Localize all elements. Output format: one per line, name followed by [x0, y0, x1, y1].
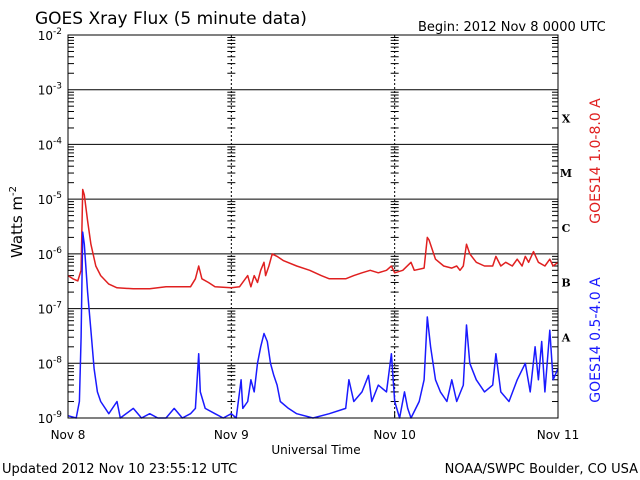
flare-class-labels: X M C B A: [560, 112, 572, 344]
y-tick-exponent: -5: [53, 191, 62, 201]
updated-timestamp: Updated 2012 Nov 10 23:55:12 UTC: [2, 462, 237, 477]
y-tick-label: 10-4: [38, 136, 63, 152]
x-axis-label: Universal Time: [271, 443, 360, 457]
y-tick-label: 10-9: [38, 410, 63, 426]
y-tick-exponent: -3: [53, 82, 62, 92]
legend-series-short: GOES14 0.5-4.0 A: [588, 277, 604, 403]
series-layer: [67, 188, 559, 419]
y-tick-base: 10: [38, 248, 53, 262]
y-tick-base: 10: [38, 84, 53, 98]
y-tick-label: 10-6: [38, 246, 63, 262]
flare-class-label: A: [561, 331, 571, 344]
y-tick-exponent: -7: [53, 301, 62, 311]
flare-class-label: C: [562, 222, 571, 235]
y-tick-base: 10: [38, 138, 53, 152]
y-tick-labels: 10-910-810-710-610-510-410-310-2: [38, 27, 63, 426]
credit-label: NOAA/SWPC Boulder, CO USA: [445, 462, 638, 477]
x-tick-label: Nov 8: [51, 428, 86, 442]
x-tick-label: Nov 9: [214, 428, 249, 442]
x-tick-labels: Nov 8 Nov 9 Nov 10 Nov 11: [51, 428, 580, 442]
y-tick-base: 10: [38, 303, 53, 317]
y-tick-base: 10: [38, 193, 53, 207]
y-tick-exponent: -2: [53, 27, 62, 37]
y-tick-exponent: -4: [53, 136, 62, 146]
y-tick-exponent: -6: [53, 246, 62, 256]
y-tick-base: 10: [38, 357, 53, 371]
y-tick-base: 10: [38, 29, 53, 43]
x-tick-label: Nov 11: [537, 428, 580, 442]
flare-class-label: X: [562, 112, 571, 125]
legend-series-long: GOES14 1.0-8.0 A: [588, 98, 604, 224]
begin-label: Begin: 2012 Nov 8 0000 UTC: [418, 20, 606, 35]
chart-title: GOES Xray Flux (5 minute data): [35, 9, 307, 29]
flare-class-label: M: [560, 167, 572, 180]
y-tick-label: 10-3: [38, 82, 62, 98]
y-axis-label-text: Watts m: [8, 196, 26, 258]
plot-frame: [67, 34, 559, 419]
series-line-short-wavelength: [67, 231, 559, 419]
y-tick-base: 10: [38, 412, 53, 426]
y-tick-exponent: -8: [53, 355, 62, 365]
y-tick-label: 10-5: [38, 191, 62, 207]
series-line-long-wavelength: [67, 188, 559, 290]
y-tick-label: 10-8: [38, 355, 63, 371]
y-tick-label: 10-7: [38, 301, 62, 317]
y-axis-label: Watts m-2: [8, 186, 26, 258]
plot-area: [67, 34, 559, 419]
x-tick-label: Nov 10: [373, 428, 416, 442]
y-tick-exponent: -9: [53, 410, 62, 420]
flare-class-label: B: [561, 277, 570, 290]
y-tick-label: 10-2: [38, 27, 62, 43]
gridlines: [67, 35, 559, 418]
y-axis-label-exponent: -2: [8, 186, 19, 196]
minor-ticks: [68, 37, 558, 403]
